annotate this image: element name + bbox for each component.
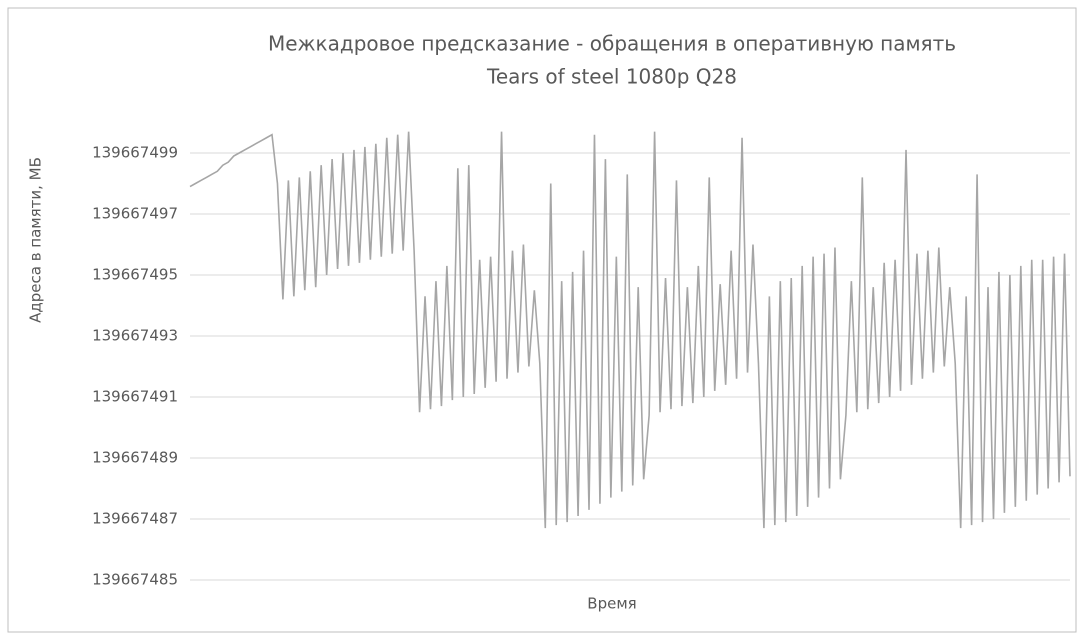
chart-title: Межкадровое предсказание - обращения в о…	[268, 32, 956, 56]
y-tick-label: 139667495	[92, 266, 178, 284]
y-tick-label: 139667491	[92, 388, 178, 406]
y-tick-label: 139667485	[92, 571, 178, 589]
data-line	[189, 131, 1071, 529]
y-tick-label: 139667499	[92, 144, 178, 162]
y-axis-label: Адреса в памяти, МБ	[27, 157, 45, 323]
y-tick-label: 139667487	[92, 510, 178, 528]
chart-subtitle: Tears of steel 1080p Q28	[486, 65, 737, 89]
y-tick-label: 139667497	[92, 205, 178, 223]
x-axis-label: Время	[587, 595, 636, 613]
y-tick-label: 139667493	[92, 327, 178, 345]
y-tick-label: 139667489	[92, 449, 178, 467]
chart-frame	[7, 7, 1077, 633]
